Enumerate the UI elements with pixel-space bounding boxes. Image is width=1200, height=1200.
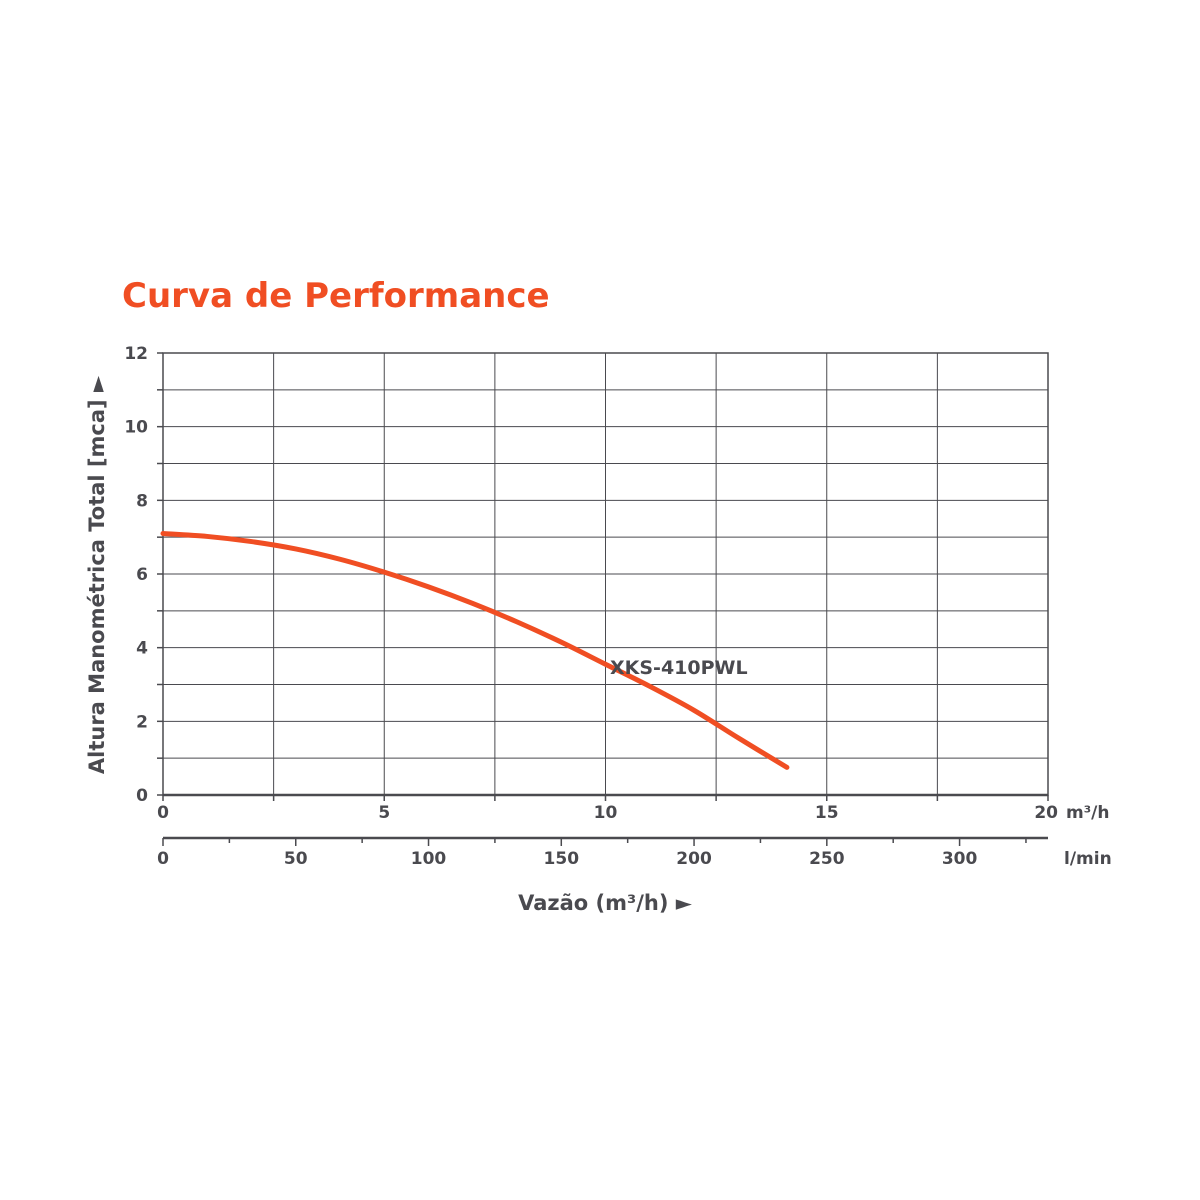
x-axis-unit-m3h: m³/h [1066, 803, 1109, 823]
x-tick-label: 20 [1034, 803, 1058, 823]
x-tick-label: 15 [815, 803, 839, 823]
axes [157, 352, 1049, 846]
chart-title: Curva de Performance [122, 276, 550, 316]
y-tick-label: 8 [136, 491, 148, 511]
y-tick-label: 2 [136, 712, 148, 732]
secondary-x-tick-label: 150 [544, 849, 580, 869]
secondary-x-tick-label: 200 [676, 849, 712, 869]
y-tick-label: 6 [136, 565, 148, 585]
x-tick-label: 10 [594, 803, 618, 823]
grid [162, 352, 1049, 796]
secondary-x-tick-label: 250 [809, 849, 845, 869]
y-axis-title: Altura Manométrica Total [mca] ► [85, 375, 109, 774]
x-tick-label: 0 [157, 803, 169, 823]
x-tick-label: 5 [378, 803, 390, 823]
y-tick-label: 4 [136, 639, 148, 659]
y-tick-label: 0 [136, 786, 148, 806]
secondary-x-tick-label: 100 [411, 849, 447, 869]
series-curves: XKS-410PWL [160, 530, 790, 770]
x-axis-title: Vazão (m³/h) ► [518, 891, 693, 915]
y-tick-label: 10 [124, 418, 148, 438]
series-line-xks-410pwl [160, 530, 790, 770]
x-axis-unit-lmin: l/min [1064, 849, 1112, 869]
series-label-xks-410pwl: XKS-410PWL [610, 657, 748, 679]
y-tick-label: 12 [124, 344, 148, 364]
secondary-x-tick-label: 50 [284, 849, 308, 869]
secondary-x-tick-label: 0 [157, 849, 169, 869]
secondary-x-tick-label: 300 [942, 849, 978, 869]
